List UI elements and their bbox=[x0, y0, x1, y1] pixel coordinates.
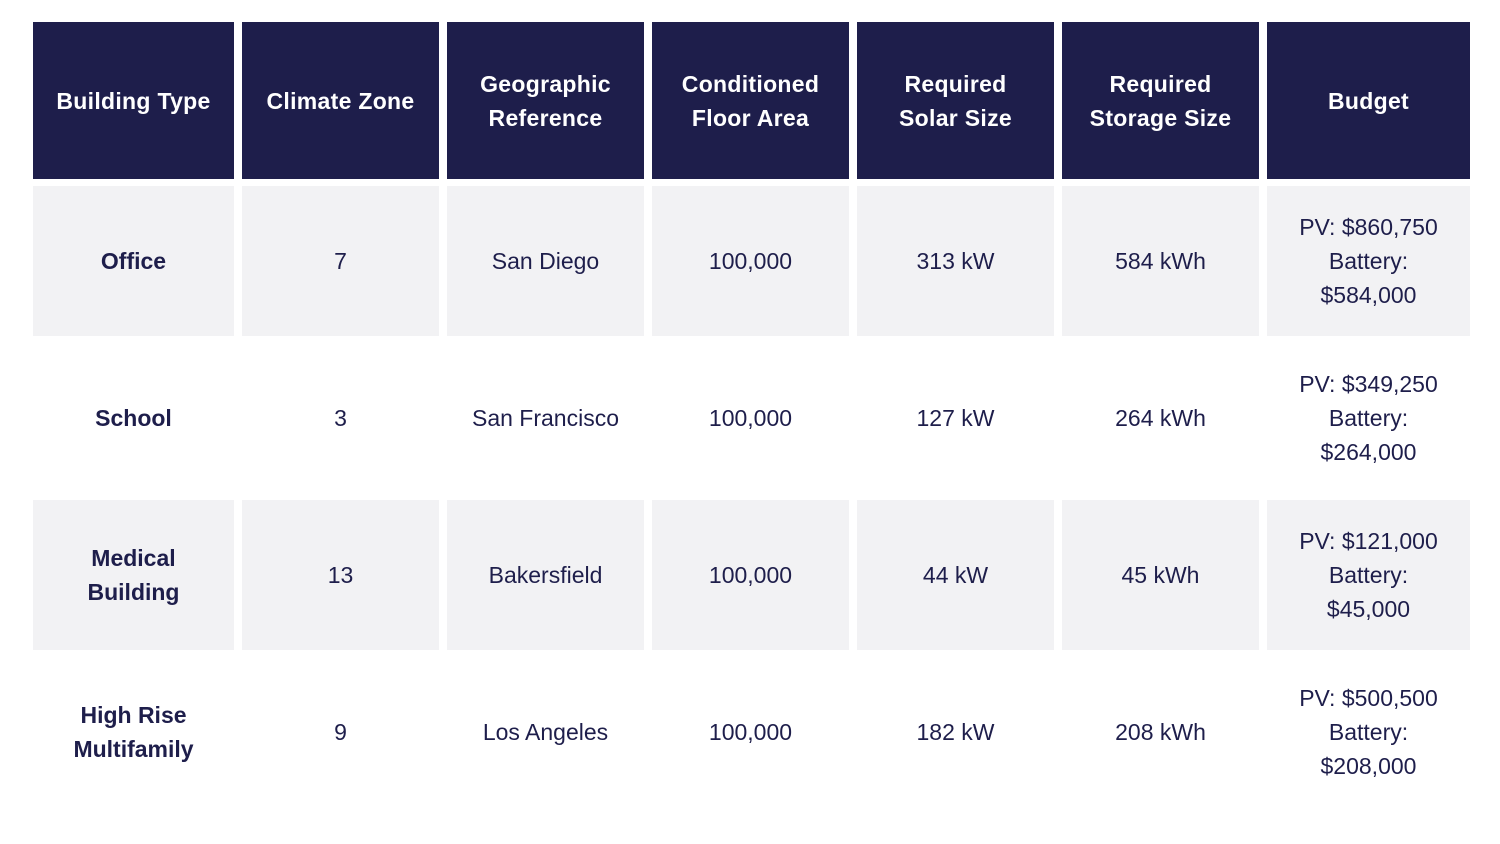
cell-floor-area: 100,000 bbox=[652, 500, 849, 650]
table-row: School 3 San Francisco 100,000 127 kW 26… bbox=[33, 343, 1468, 493]
cell-budget: PV: $860,750 Battery: $584,000 bbox=[1267, 186, 1470, 336]
cell-building-type: School bbox=[95, 405, 172, 431]
cell-solar-size: 44 kW bbox=[857, 500, 1054, 650]
cell-geographic-reference: San Diego bbox=[447, 186, 644, 336]
table-row: High Rise Multifamily 9 Los Angeles 100,… bbox=[33, 657, 1468, 807]
header-climate-zone: Climate Zone bbox=[242, 22, 439, 179]
cell-budget: PV: $500,500 Battery: $208,000 bbox=[1299, 685, 1438, 779]
header-budget: Budget bbox=[1267, 22, 1470, 179]
cell-climate-zone: 13 bbox=[242, 500, 439, 650]
header-floor-area: Conditioned Floor Area bbox=[652, 22, 849, 179]
cell-building-type: Medical Building bbox=[33, 500, 234, 650]
cell-climate-zone: 7 bbox=[242, 186, 439, 336]
table-row: Medical Building 13 Bakersfield 100,000 … bbox=[33, 500, 1470, 650]
header-building-type: Building Type bbox=[33, 22, 234, 179]
cell-climate-zone: 9 bbox=[334, 719, 347, 745]
cell-floor-area: 100,000 bbox=[708, 719, 793, 745]
cell-solar-size: 127 kW bbox=[916, 405, 995, 431]
cell-budget: PV: $121,000 Battery: $45,000 bbox=[1267, 500, 1470, 650]
cell-floor-area: 100,000 bbox=[652, 186, 849, 336]
cell-storage-size: 584 kWh bbox=[1062, 186, 1259, 336]
cell-geographic-reference: San Francisco bbox=[471, 405, 619, 431]
cell-solar-size: 182 kW bbox=[916, 719, 995, 745]
cell-building-type: High Rise Multifamily bbox=[73, 702, 194, 762]
cell-climate-zone: 3 bbox=[334, 405, 347, 431]
header-solar-size: Required Solar Size bbox=[857, 22, 1054, 179]
header-storage-size: Required Storage Size bbox=[1062, 22, 1259, 179]
cell-geographic-reference: Bakersfield bbox=[447, 500, 644, 650]
cell-floor-area: 100,000 bbox=[708, 405, 793, 431]
table-row: Office 7 San Diego 100,000 313 kW 584 kW… bbox=[33, 186, 1470, 336]
building-requirements-table: Building Type Climate Zone Geographic Re… bbox=[33, 22, 1470, 814]
cell-solar-size: 313 kW bbox=[857, 186, 1054, 336]
cell-storage-size: 264 kWh bbox=[1115, 405, 1206, 431]
table-header-row: Building Type Climate Zone Geographic Re… bbox=[33, 22, 1470, 179]
cell-storage-size: 208 kWh bbox=[1115, 719, 1206, 745]
cell-building-type: Office bbox=[33, 186, 234, 336]
header-geographic-reference: Geographic Reference bbox=[447, 22, 644, 179]
cell-budget: PV: $349,250 Battery: $264,000 bbox=[1299, 371, 1438, 465]
cell-storage-size: 45 kWh bbox=[1062, 500, 1259, 650]
cell-geographic-reference: Los Angeles bbox=[482, 719, 609, 745]
